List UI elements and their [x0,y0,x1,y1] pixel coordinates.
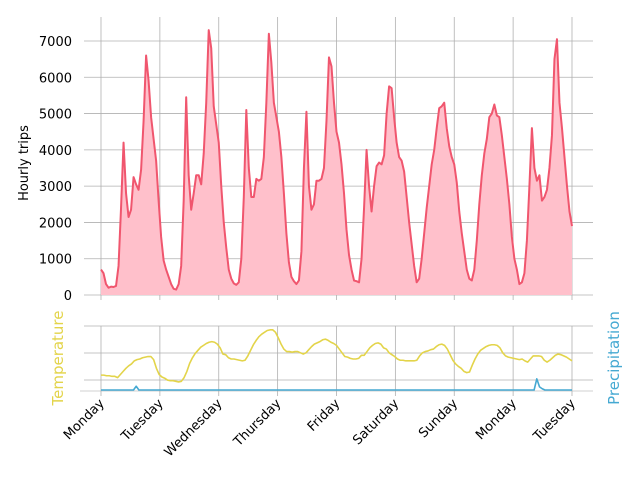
x-tick-label: Tuesday [530,396,579,445]
x-tick-label: Monday [61,396,108,443]
precipitation-line [101,378,572,391]
temperature-line [101,329,573,383]
x-tick-label: Friday [305,396,344,435]
x-tick-label: Saturday [350,396,402,448]
temperature-axis-label: Temperature [49,310,67,406]
y-tick-label: 2000 [39,216,72,231]
x-tick-label: Wednesday [162,396,226,460]
x-tick-label: Tuesday [118,396,167,445]
trips-area [101,30,572,296]
y-tick-label: 4000 [39,144,72,159]
series-lines [100,29,573,391]
y-tick-label: 6000 [39,71,72,86]
trips-area-fill [101,30,572,296]
y-tick-label: 1000 [39,253,72,268]
x-tick-label: Thursday [230,396,284,450]
trips-line [100,29,573,291]
x-tick-label: Sunday [416,396,461,441]
y-tick-label: 7000 [39,35,72,50]
precipitation-axis-label: Precipitation [605,311,623,405]
x-tick-label: Monday [473,396,520,443]
y-tick-label: 5000 [39,108,72,123]
y-tick-label: 3000 [39,180,72,195]
y-axis-label: Hourly trips [17,125,32,201]
y-tick-label: 0 [64,289,72,304]
